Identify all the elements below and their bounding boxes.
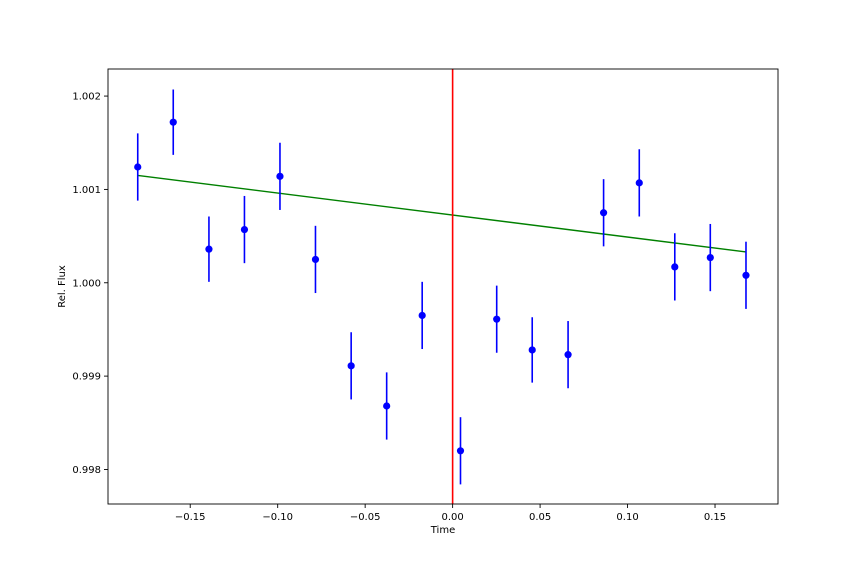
y-tick-label: 1.000: [72, 278, 101, 289]
data-point: [418, 311, 426, 320]
y-tick-label: 1.002: [72, 92, 101, 103]
data-point: [134, 163, 142, 171]
data-point: [528, 346, 536, 354]
y-tick-label: 1.001: [72, 185, 101, 196]
data-point: [276, 172, 284, 180]
trend-line: [137, 174, 747, 253]
data-point: [205, 245, 213, 253]
data-point: [599, 209, 608, 217]
x-tick-label: 0.00: [441, 512, 463, 523]
data-point: [311, 255, 320, 264]
x-tick-label: 0.05: [529, 512, 551, 523]
y-axis-label: Rel. Flux: [57, 265, 68, 308]
data-point: [456, 447, 465, 455]
data-point: [671, 263, 679, 271]
data-point: [240, 225, 249, 234]
data-point: [564, 351, 572, 359]
data-point: [635, 179, 643, 187]
x-axis-label: Time: [430, 525, 455, 536]
x-tick-label: 0.15: [704, 512, 726, 523]
data-point: [706, 253, 714, 262]
x-tick-label: −0.15: [175, 512, 206, 523]
data-point: [347, 362, 355, 370]
tick-layer: −0.15 −0.10 −0.05 0.00 0.05 0.10 0.15 0.998 0.99…: [72, 92, 726, 523]
data-point: [742, 271, 750, 279]
data-point: [493, 315, 501, 323]
y-tick-label: 0.999: [72, 372, 101, 383]
data-point: [169, 118, 177, 126]
data-point: [383, 402, 391, 410]
plot-frame: [107, 68, 779, 505]
x-tick-label: −0.10: [262, 512, 293, 523]
x-tick-label: 0.10: [616, 512, 638, 523]
y-tick-label: 0.998: [72, 465, 101, 476]
x-tick-label: −0.05: [350, 512, 381, 523]
plot-layer: [134, 69, 750, 504]
